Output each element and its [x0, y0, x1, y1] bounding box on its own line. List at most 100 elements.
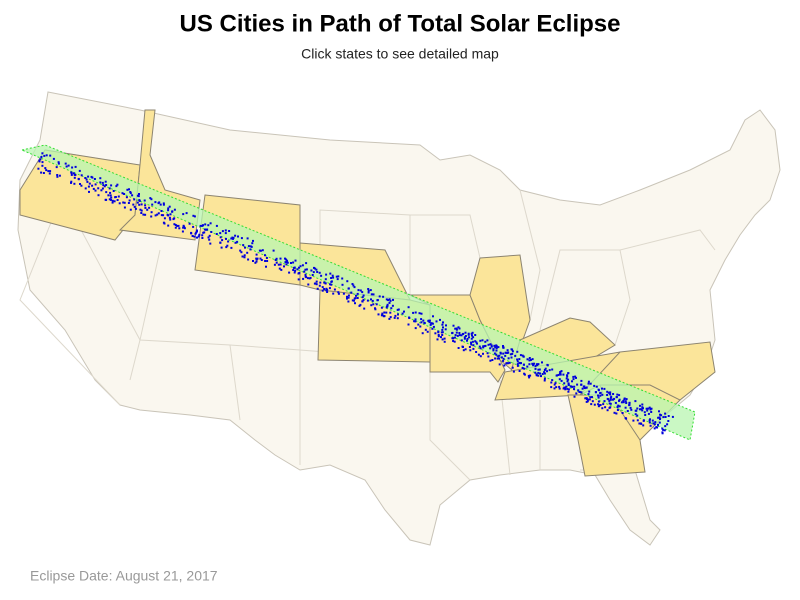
city-point [653, 427, 656, 430]
city-point [196, 236, 198, 239]
city-point [567, 388, 570, 391]
city-point [272, 249, 275, 252]
city-point [495, 353, 498, 356]
city-point [500, 356, 503, 359]
city-point [618, 394, 621, 397]
city-point [484, 340, 487, 343]
city-point [551, 368, 554, 371]
city-point [432, 325, 435, 328]
city-point [661, 427, 664, 430]
city-point [529, 374, 532, 377]
city-point [121, 192, 124, 195]
city-point [648, 406, 651, 409]
city-point [93, 178, 96, 180]
city-point [285, 263, 288, 266]
city-point [104, 180, 107, 183]
city-point [534, 365, 537, 368]
city-point [167, 207, 170, 210]
city-point [624, 400, 627, 403]
city-point [584, 397, 587, 400]
city-point [599, 391, 602, 394]
city-point [442, 326, 444, 329]
city-point [330, 283, 333, 286]
city-point [573, 395, 576, 398]
city-point [285, 261, 288, 263]
city-point [298, 272, 301, 274]
city-point [628, 402, 631, 404]
city-point [512, 370, 515, 373]
city-point [392, 298, 394, 301]
city-point [461, 345, 464, 348]
city-point [463, 336, 466, 339]
city-point [580, 391, 583, 394]
city-point [528, 359, 531, 362]
city-point [181, 230, 184, 233]
city-point [150, 211, 153, 214]
city-point [663, 429, 666, 432]
city-point [537, 371, 540, 374]
city-point [476, 342, 478, 345]
city-point [305, 268, 308, 271]
city-point [555, 374, 558, 377]
city-point [370, 304, 373, 307]
city-point [428, 321, 431, 324]
city-point [657, 416, 660, 419]
city-point [326, 291, 329, 293]
city-point [527, 374, 530, 377]
city-point [667, 420, 670, 422]
city-point [279, 257, 282, 260]
city-point [652, 422, 655, 425]
city-point [264, 254, 266, 257]
city-point [387, 299, 390, 302]
city-point [321, 286, 324, 289]
city-point [201, 234, 204, 237]
city-point [636, 419, 639, 422]
city-point [193, 215, 196, 218]
city-point [41, 161, 44, 164]
city-point [492, 348, 495, 351]
city-point [650, 411, 653, 413]
city-point [374, 307, 376, 310]
city-point [487, 355, 490, 358]
city-point [247, 245, 250, 248]
city-point [249, 248, 252, 251]
city-point [550, 381, 553, 384]
city-point [38, 160, 41, 163]
city-point [381, 314, 384, 317]
city-point [42, 172, 45, 174]
city-point [603, 387, 606, 390]
city-point [567, 372, 570, 375]
city-point [451, 337, 454, 340]
city-point [516, 360, 519, 363]
city-point [612, 393, 615, 395]
city-point [640, 408, 643, 411]
city-point [396, 308, 399, 311]
city-point [346, 280, 349, 283]
city-point [516, 363, 519, 366]
city-point [432, 315, 434, 318]
city-point [254, 261, 257, 264]
city-point [613, 411, 616, 414]
city-point [266, 260, 269, 262]
city-point [244, 246, 246, 249]
city-point [390, 307, 393, 310]
city-point [618, 405, 621, 408]
city-point [288, 271, 291, 274]
city-point [203, 231, 206, 234]
city-point [647, 412, 650, 415]
city-point [182, 213, 185, 216]
city-point [85, 178, 88, 181]
city-point [503, 364, 506, 367]
city-point [176, 224, 179, 227]
city-point [445, 324, 447, 327]
city-point [441, 338, 444, 341]
city-point [57, 162, 60, 165]
city-point [113, 200, 116, 203]
city-point [127, 202, 130, 204]
city-point [648, 419, 651, 422]
city-point [645, 407, 648, 410]
city-point [424, 328, 427, 331]
city-point [641, 409, 644, 412]
city-point [481, 339, 484, 342]
city-point [656, 426, 659, 429]
